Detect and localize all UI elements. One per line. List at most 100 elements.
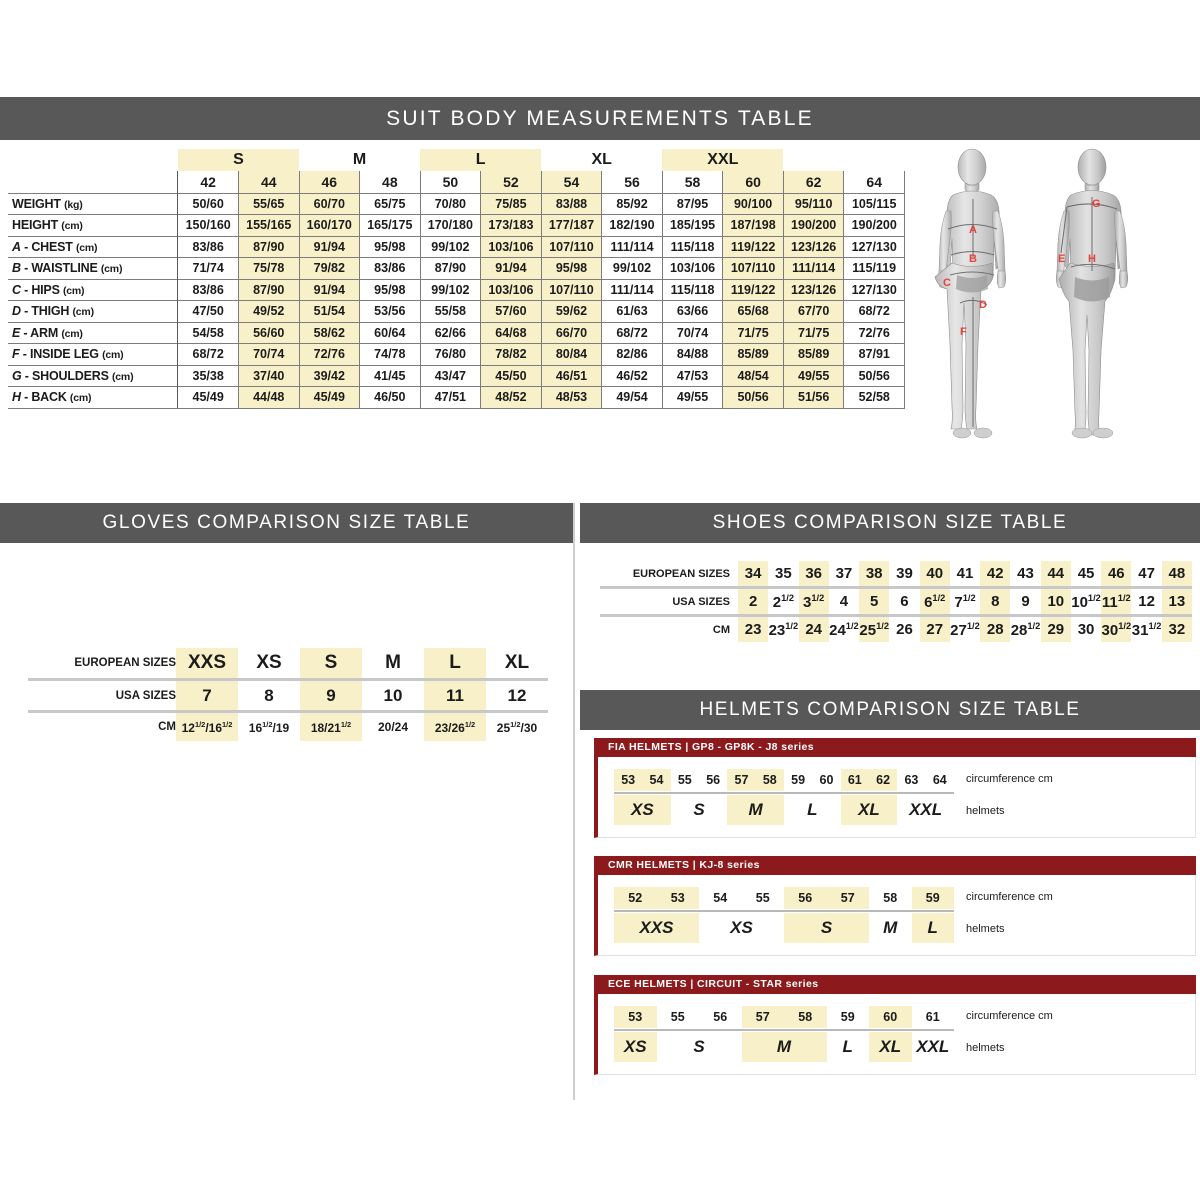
helmet-number-group: 59 [911, 887, 954, 909]
gloves-label-usa: USA SIZES [115, 689, 176, 702]
suit-cell: 87/90 [237, 278, 299, 301]
suit-cell: 60/70 [298, 192, 360, 215]
shoes-cell: 46 [1101, 561, 1132, 586]
suit-cell: 187/198 [722, 214, 784, 236]
helmet-circumference-cell: 55 [755, 891, 770, 905]
suit-cell: 190/200 [843, 214, 905, 236]
helmet-size-cell: S [693, 1037, 705, 1056]
suit-row-label-chest: A - CHEST (cm) [8, 235, 178, 258]
suit-cell: 155/165 [237, 214, 299, 236]
suit-cell: 182/190 [601, 214, 663, 236]
helmets-banner-title: HELMETS COMPARISON SIZE TABLE [580, 690, 1200, 730]
helmet-block-0: FIA HELMETS | GP8 - GP8K - J8 series 53 54… [594, 738, 1196, 838]
helmet-size-cell: XXL [916, 1037, 950, 1056]
suit-table: S M L XL XXL 42 44 46 48 50 52 54 56 58 60 62 64 WEIGHT (… [8, 149, 905, 409]
helmet-block-title: CMR HELMETS | KJ-8 series [594, 856, 1196, 875]
shoes-cell: 61/2 [919, 589, 950, 614]
helmet-number-group: 58 [869, 887, 912, 909]
shoes-cell: 28 [980, 617, 1011, 642]
helmet-size-cell: M [883, 918, 898, 937]
helmet-block-body: 53 54 55 56 57 58 59 60 61 62 63 64 XS S M L XL XXL circum… [594, 757, 1196, 838]
table-row: G - SHOULDERS (cm) 35/38 37/40 39/42 41/45 43… [8, 364, 905, 387]
helmet-size-cell: L [911, 913, 954, 943]
helmet-number-group: 57 58 [741, 1006, 827, 1028]
gloves-cell: 8 [264, 685, 274, 705]
suit-cell: 160/170 [298, 214, 360, 236]
suit-cell: 87/95 [661, 192, 723, 215]
gloves-row-separator [28, 678, 548, 681]
gloves-cell: 7 [176, 681, 238, 710]
suit-cell: 75/78 [237, 257, 299, 279]
suit-cell: 50/56 [843, 364, 905, 387]
shoes-cell: 47 [1138, 565, 1155, 582]
helmet-block-body: 53 55 56 57 58 59 60 61 XS S M L XL XXL circumference … [594, 994, 1196, 1075]
helmet-number-group: 59 [827, 1006, 870, 1028]
suit-cell: 46/51 [540, 364, 602, 387]
suit-cell: 80/84 [540, 343, 602, 365]
helmet-size-cell: S [784, 913, 869, 943]
suit-cell: 45/50 [480, 364, 542, 387]
suit-cell: 35/38 [177, 364, 239, 387]
suit-cell: 87/90 [419, 257, 481, 279]
suit-size-48: 48 [359, 171, 421, 193]
suit-group-M: M [352, 151, 367, 168]
shoes-cell: 34 [738, 561, 769, 586]
suit-cell: 48/53 [540, 386, 602, 409]
shoes-cell: 271/2 [950, 620, 980, 639]
suit-cell: 68/72 [601, 321, 663, 344]
gloves-cell: 121/2/161/2 [176, 713, 238, 741]
suit-cell: 111/114 [601, 278, 663, 301]
suit-cell: 170/180 [419, 214, 481, 236]
suit-cell: 51/56 [782, 386, 844, 409]
helmet-circumference-cell: 55 [677, 773, 692, 787]
suit-cell: 95/98 [359, 235, 421, 258]
helmet-circumference-cell: 57 [734, 773, 749, 787]
helmet-circumference-cell: 53 [670, 891, 685, 905]
helmet-number-group: 63 64 [897, 769, 954, 791]
shoes-cell: 2 [738, 589, 769, 614]
suit-size-42: 42 [177, 171, 239, 193]
shoes-banner-title: SHOES COMPARISON SIZE TABLE [580, 503, 1200, 543]
shoes-cell: 38 [859, 561, 890, 586]
shoes-cell: 101/2 [1071, 592, 1101, 611]
gloves-cell: XL [504, 652, 530, 673]
shoes-cell: 281/2 [1010, 620, 1041, 639]
helmet-circumference-cell: 57 [840, 891, 855, 905]
helmet-circumference-row: 53 55 56 57 58 59 60 61 [614, 1006, 954, 1028]
suit-cell: 49/55 [782, 364, 844, 387]
suit-cell: 71/75 [782, 321, 844, 344]
helmet-number-group: 57 58 [727, 769, 784, 791]
gloves-cell: 251/2/30 [496, 719, 538, 735]
suit-cell: 105/115 [843, 192, 905, 215]
gloves-label-european: EUROPEAN SIZES [74, 657, 176, 669]
shoes-row-separator [600, 586, 1192, 589]
gloves-cell: S [300, 648, 362, 678]
suit-cell: 111/114 [601, 235, 663, 258]
suit-cell: 85/89 [782, 343, 844, 365]
shoes-cell: 31/2 [798, 589, 829, 614]
helmet-circumference-cell: 53 [628, 1010, 643, 1024]
shoes-label-usa: USA SIZES [672, 595, 730, 608]
suit-cell: 127/130 [843, 235, 905, 258]
helmet-size-cell: XS [614, 1032, 657, 1062]
shoes-cell: 301/2 [1101, 617, 1132, 642]
suit-cell: 127/130 [843, 278, 905, 301]
helmet-number-group: 54 55 [699, 887, 784, 909]
suit-cell: 75/85 [480, 192, 542, 215]
suit-cell: 107/110 [540, 278, 602, 301]
gloves-row-usa: USA SIZES 7 8 9 10 11 12 [28, 681, 548, 710]
table-row: B - WAISTLINE (cm) 71/74 75/78 79/82 83/86 87… [8, 257, 905, 279]
marker-C: C [943, 277, 951, 289]
shoes-comparison-table: EUROPEAN SIZES 34 35 36 37 38 39 40 41 42 43 44 45 46… [600, 561, 1192, 642]
suit-cell: 78/82 [480, 343, 542, 365]
helmet-number-group: 53 54 [614, 769, 671, 791]
suit-row-label-height: HEIGHT (cm) [8, 214, 178, 236]
helmet-number-group: 61 [912, 1006, 955, 1028]
suit-cell: 95/98 [540, 257, 602, 279]
shoes-row-cm: CM 23 231/2 24 241/2 251/2 26 27 271/2 28 281/2 29 3… [600, 617, 1192, 642]
helmet-circumference-cell: 54 [649, 773, 664, 787]
helmet-circumference-cell: 55 [670, 1010, 685, 1024]
shoes-label-european: EUROPEAN SIZES [632, 567, 730, 580]
suit-measurements-table: S M L XL XXL 42 44 46 48 50 52 54 56 58 60 62 64 WEIGHT (… [8, 149, 913, 409]
helmet-circumference-cell: 63 [904, 773, 919, 787]
